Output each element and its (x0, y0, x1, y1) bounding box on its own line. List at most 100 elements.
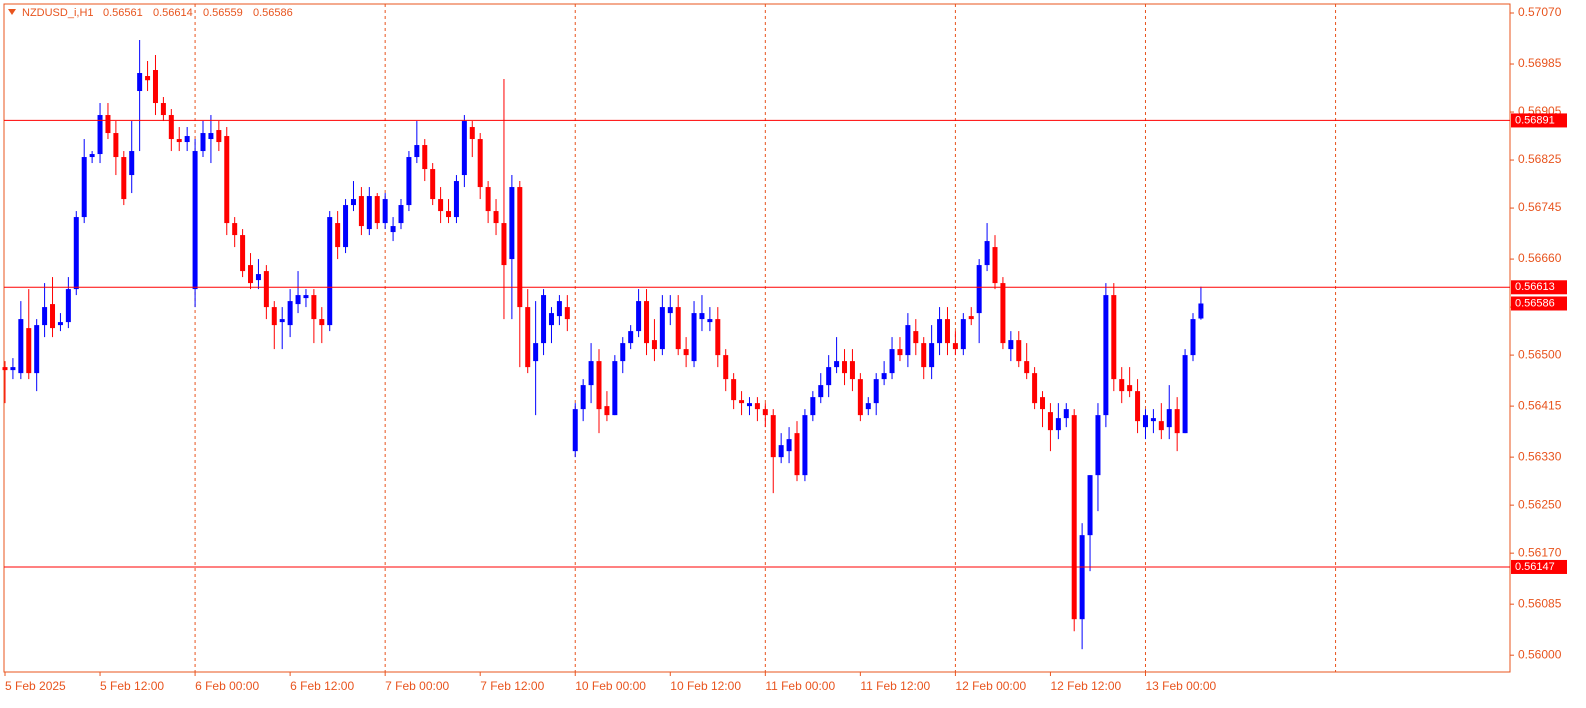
candle-body (358, 196, 364, 227)
candle-body (715, 319, 721, 356)
x-tick-label: 10 Feb 12:00 (670, 679, 741, 693)
candle-body (200, 133, 206, 152)
candle-body (81, 157, 87, 218)
candle-body (659, 307, 665, 350)
level-label: 0.56613 (1515, 281, 1555, 293)
candle-body (739, 400, 745, 404)
candle-body (572, 409, 578, 452)
candle-body (675, 307, 681, 350)
candle-body (192, 151, 198, 290)
candle-body (89, 154, 95, 158)
candle-body (1079, 535, 1085, 620)
candle-body (1040, 397, 1046, 410)
y-tick-label: 0.56985 (1518, 56, 1562, 70)
candle-body (596, 361, 602, 410)
candle-body (1087, 475, 1093, 536)
candle-body (905, 325, 911, 356)
candle-body (580, 385, 586, 410)
candle-body (984, 241, 990, 266)
candle-body (184, 136, 190, 143)
y-tick-label: 0.56660 (1518, 251, 1562, 265)
candle-body (731, 379, 737, 401)
x-tick-label: 6 Feb 00:00 (195, 679, 259, 693)
candle-body (968, 316, 974, 320)
level-label: 0.56147 (1515, 561, 1555, 573)
x-tick-label: 5 Feb 2025 (5, 679, 66, 693)
y-tick-label: 0.56825 (1518, 152, 1562, 166)
candle-body (327, 217, 333, 326)
y-tick-label: 0.57070 (1518, 5, 1562, 19)
candle-body (786, 439, 792, 452)
candle-body (628, 331, 634, 344)
candle-body (271, 307, 277, 326)
candle-body (406, 157, 412, 206)
candle-body (453, 181, 459, 218)
candle-body (50, 304, 56, 329)
x-tick-label: 5 Feb 12:00 (100, 679, 164, 693)
candle-body (556, 301, 562, 317)
y-tick-label: 0.56085 (1518, 596, 1562, 610)
plot-frame (3, 3, 1511, 673)
y-tick-label: 0.56415 (1518, 398, 1562, 412)
x-tick-label: 7 Feb 00:00 (385, 679, 449, 693)
candle-body (303, 295, 309, 299)
candle-body (810, 397, 816, 416)
level-label-box (1511, 280, 1567, 295)
candle-body (1127, 385, 1133, 392)
candle-body (422, 145, 428, 170)
candle-body (913, 331, 919, 344)
candle-body (287, 301, 293, 326)
candle-body (525, 307, 531, 368)
candle-body (754, 403, 760, 410)
candle-body (944, 319, 950, 344)
candle-body (644, 301, 650, 344)
candle-body (469, 127, 475, 140)
candle-body (889, 349, 895, 374)
candle-body (129, 151, 135, 176)
candle-body (335, 223, 341, 248)
candle-body (564, 307, 570, 320)
candle-body (477, 139, 483, 188)
candle-body (683, 349, 689, 356)
candle-body (857, 379, 863, 416)
candle-body (636, 301, 642, 332)
candle-body (509, 187, 515, 260)
candle-body (208, 133, 214, 140)
header-open: 0.56561 (103, 7, 143, 19)
candle-body (121, 157, 127, 200)
candle-body (26, 328, 32, 374)
candle-body (446, 211, 452, 218)
candle-body (937, 319, 943, 344)
candle-body (438, 199, 444, 212)
chart-title: NZDUSD_i,H1 (22, 7, 94, 19)
candle-body (374, 196, 380, 224)
candle-body (10, 367, 16, 371)
candle-body (1142, 415, 1148, 428)
candle-body (1032, 373, 1038, 404)
candle-body (263, 271, 269, 308)
candle-body (255, 274, 261, 281)
candle-body (343, 205, 349, 248)
candle-body (366, 196, 372, 230)
candle-body (929, 343, 935, 368)
candle-body (620, 343, 626, 362)
candle-body (1150, 418, 1156, 422)
candle-body (319, 319, 325, 326)
price-label: 0.56586 (1515, 297, 1555, 309)
candle-body (881, 373, 887, 380)
y-tick-label: 0.56500 (1518, 347, 1562, 361)
header-arrow (8, 9, 16, 15)
candle-body (1182, 355, 1188, 434)
candle-body (18, 319, 24, 374)
candle-body (350, 199, 356, 206)
candle-body (604, 406, 610, 416)
candle-body (398, 205, 404, 224)
x-tick-label: 11 Feb 12:00 (860, 679, 930, 693)
candle-body (541, 295, 547, 344)
x-tick-label: 12 Feb 12:00 (1050, 679, 1121, 693)
level-label-box (1511, 559, 1567, 574)
candle-body (992, 247, 998, 284)
candle-body (1111, 295, 1117, 380)
candle-body (778, 445, 784, 458)
